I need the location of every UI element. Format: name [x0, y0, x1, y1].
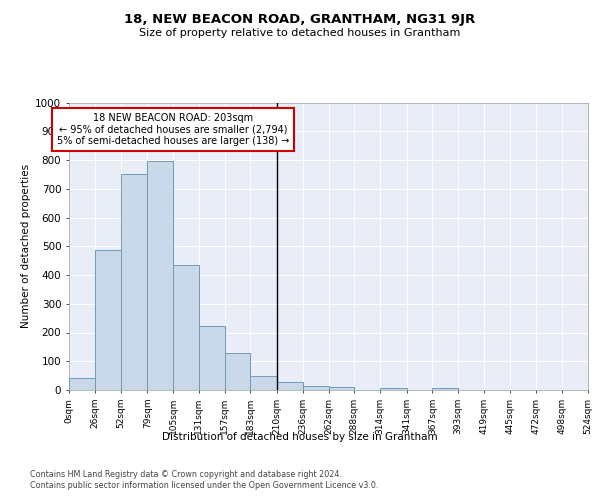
Text: Distribution of detached houses by size in Grantham: Distribution of detached houses by size …	[162, 432, 438, 442]
Bar	[433, 388, 458, 390]
Bar	[147, 162, 173, 390]
Bar	[121, 174, 147, 390]
Y-axis label: Number of detached properties: Number of detached properties	[21, 164, 31, 328]
Bar	[173, 265, 199, 390]
Bar	[224, 353, 250, 390]
Text: 18 NEW BEACON ROAD: 203sqm
← 95% of detached houses are smaller (2,794)
5% of se: 18 NEW BEACON ROAD: 203sqm ← 95% of deta…	[57, 112, 289, 146]
Bar	[329, 387, 354, 390]
Text: Contains public sector information licensed under the Open Government Licence v3: Contains public sector information licen…	[30, 481, 379, 490]
Bar	[380, 388, 407, 390]
Bar	[277, 382, 303, 390]
Bar	[95, 250, 121, 390]
Text: 18, NEW BEACON ROAD, GRANTHAM, NG31 9JR: 18, NEW BEACON ROAD, GRANTHAM, NG31 9JR	[124, 12, 476, 26]
Bar	[69, 378, 95, 390]
Text: Contains HM Land Registry data © Crown copyright and database right 2024.: Contains HM Land Registry data © Crown c…	[30, 470, 342, 479]
Text: Size of property relative to detached houses in Grantham: Size of property relative to detached ho…	[139, 28, 461, 38]
Bar	[303, 386, 329, 390]
Bar	[250, 376, 277, 390]
Bar	[199, 326, 224, 390]
